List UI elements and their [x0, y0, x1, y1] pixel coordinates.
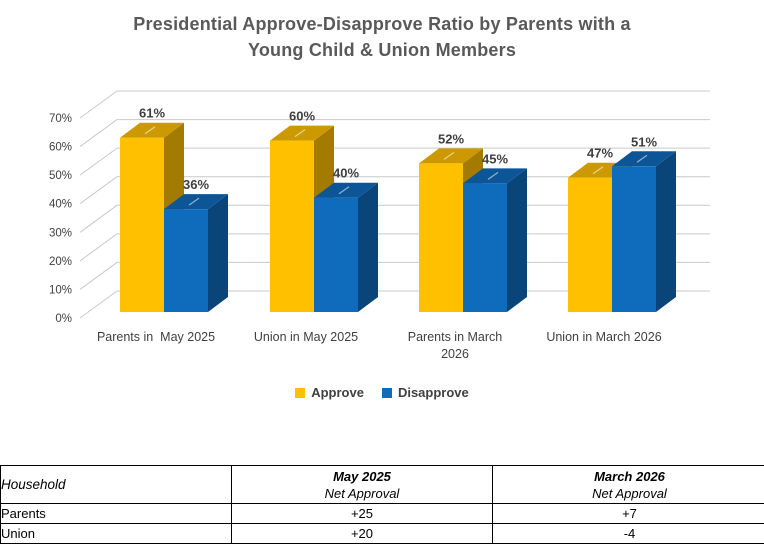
- bar-front-face: [463, 183, 507, 312]
- bar-top-highlight: [636, 154, 648, 163]
- bar-top-face: [463, 168, 527, 184]
- bar-top-highlight: [487, 171, 499, 180]
- x-axis-category-label: 2026: [441, 347, 469, 361]
- data-label-approve-2: 52%: [438, 131, 464, 146]
- bar-side-face: [507, 168, 527, 312]
- bar-top-face: [270, 125, 334, 141]
- table-row-union: Union +20 -4: [0, 523, 764, 544]
- bar-disapprove-1: 40%: [314, 166, 378, 312]
- y-axis-tick-label: 70%: [49, 113, 72, 125]
- bar-front-face: [568, 177, 612, 312]
- gridline-depth-segment: [79, 147, 118, 176]
- table-header-row: Household May 2025 Net Approval March 20…: [0, 465, 764, 504]
- bar-front-face: [314, 197, 358, 312]
- bar-top-face: [314, 182, 378, 198]
- union-march-2026-value: -4: [492, 523, 764, 544]
- legend-label-disapprove: Disapprove: [397, 385, 469, 400]
- bar-side-face: [358, 182, 378, 312]
- y-axis-tick-label: 0%: [55, 313, 72, 325]
- bar-front-face: [164, 209, 208, 312]
- y-axis-tick-label: 20%: [49, 256, 72, 268]
- chart-title: Presidential Approve-Disapprove Ratio by…: [0, 11, 764, 63]
- union-row-label: Union: [0, 523, 232, 544]
- data-label-approve-0: 61%: [139, 106, 165, 121]
- bar-top-face: [419, 148, 483, 164]
- data-label-disapprove-3: 51%: [631, 134, 657, 149]
- net-approval-table: Household May 2025 Net Approval March 20…: [0, 465, 764, 544]
- bar-disapprove-0: 36%: [164, 177, 228, 312]
- legend-item-approve: Approve: [295, 385, 364, 400]
- bar-side-face: [208, 194, 228, 312]
- march-2026-header-label: March 2026: [594, 468, 665, 484]
- bar-front-face: [270, 140, 314, 312]
- x-axis-category-label: Parents in March: [408, 330, 503, 344]
- parents-may-2025-value: +25: [231, 503, 493, 524]
- table-header-may-2025: May 2025 Net Approval: [231, 465, 493, 504]
- gridline-depth-segment: [79, 204, 118, 233]
- bar-disapprove-3: 51%: [612, 134, 676, 312]
- bar-top-highlight: [338, 186, 350, 195]
- y-axis-tick-label: 30%: [49, 227, 72, 239]
- bar-top-highlight: [144, 126, 156, 135]
- parents-row-label: Parents: [0, 503, 232, 524]
- gridline-depth-segment: [79, 119, 118, 147]
- bar-top-face: [612, 151, 676, 167]
- union-may-2025-value: +20: [231, 523, 493, 544]
- bar-top-face: [164, 194, 228, 210]
- bar-top-highlight: [294, 129, 306, 138]
- bar-front-face: [612, 166, 656, 312]
- legend-label-approve: Approve: [311, 385, 364, 400]
- march-2026-net-approval-label: Net Approval: [592, 485, 667, 501]
- data-label-disapprove-0: 36%: [183, 177, 209, 192]
- may-2025-net-approval-label: Net Approval: [324, 485, 400, 501]
- gridline-depth-segment: [79, 90, 118, 119]
- y-axis-tick-label: 50%: [49, 170, 72, 182]
- x-axis-category-label: Parents in May 2025: [97, 330, 215, 344]
- gridline-depth-segment: [79, 176, 118, 205]
- gridline-depth-segment: [79, 262, 118, 290]
- chart-legend: Approve Disapprove: [0, 385, 764, 400]
- bar-top-highlight: [443, 151, 455, 160]
- gridline-depth-segment: [79, 290, 118, 319]
- parents-march-2026-value: +7: [492, 503, 764, 524]
- table-row-parents: Parents +25 +7: [0, 503, 764, 524]
- x-axis-category-label: Union in May 2025: [254, 330, 358, 344]
- bar-front-face: [419, 163, 463, 312]
- chart-title-line1: Presidential Approve-Disapprove Ratio by…: [133, 14, 631, 34]
- bar-side-face: [656, 151, 676, 312]
- y-axis-tick-label: 60%: [49, 142, 72, 154]
- data-label-disapprove-2: 45%: [482, 151, 508, 166]
- gridline-depth-segment: [79, 233, 118, 262]
- x-axis-category-label: Union in March 2026: [546, 330, 661, 344]
- legend-item-disapprove: Disapprove: [381, 385, 469, 400]
- chart-title-line2: Young Child & Union Members: [247, 40, 517, 60]
- x-axis-labels: Parents in May 2025 Union in May 2025 Pare…: [97, 330, 662, 361]
- table-header-march-2026: March 2026 Net Approval: [492, 465, 764, 504]
- may-2025-header-label: May 2025: [333, 468, 391, 484]
- y-axis-tick-label: 10%: [49, 284, 72, 296]
- bar-front-face: [120, 137, 164, 312]
- data-label-approve-1: 60%: [289, 109, 315, 124]
- disapprove-color-swatch: [381, 387, 392, 398]
- data-label-approve-3: 47%: [587, 146, 613, 161]
- bar-top-face: [120, 122, 184, 138]
- y-axis-tick-label: 40%: [49, 199, 72, 211]
- bar-top-highlight: [592, 166, 604, 175]
- bar-top-highlight: [188, 197, 200, 206]
- data-label-disapprove-1: 40%: [333, 166, 359, 181]
- table-header-household: Household: [0, 465, 232, 504]
- bar-disapprove-2: 45%: [463, 151, 527, 312]
- bar-approve-0: 61%: [120, 106, 184, 312]
- bar-chart-3d: 0% 10% 20% 30% 40% 50% 60% 70% 61% 36% 60% 40% 52% 45…: [49, 90, 710, 361]
- approve-color-swatch: [295, 387, 306, 398]
